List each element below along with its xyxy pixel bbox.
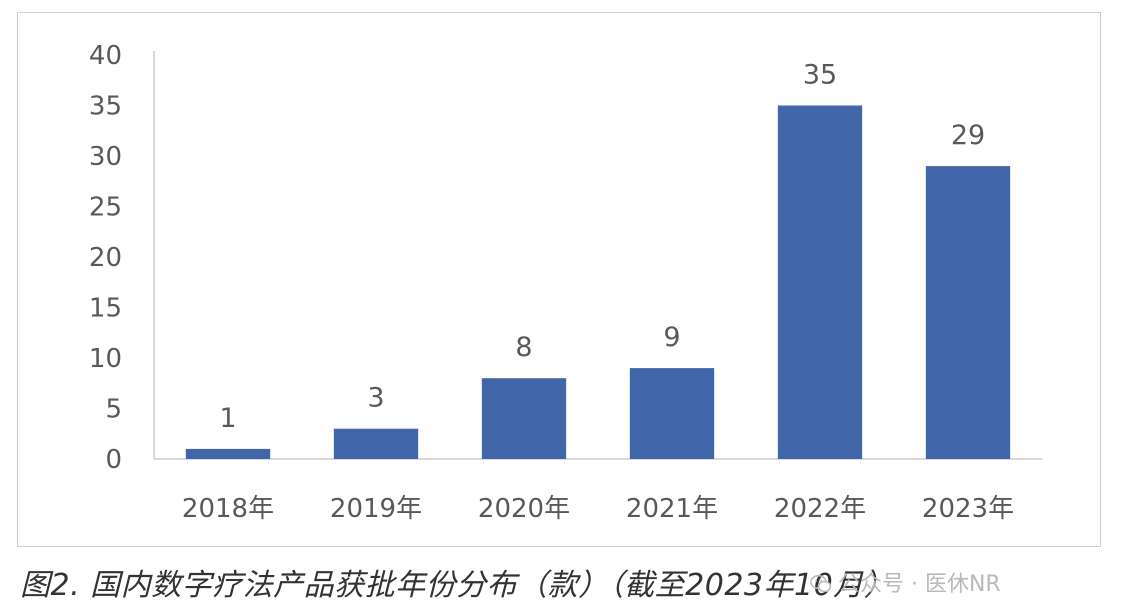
x-tick-label: 2022年 — [774, 494, 866, 524]
y-tick-label: 0 — [105, 445, 122, 475]
bar-chart: 0 5 10 15 20 25 30 35 40 1 2018年 3 2019年 8 2020年 9 2021年… — [89, 41, 1042, 524]
y-tick-label: 30 — [89, 142, 122, 172]
y-tick-label: 20 — [89, 243, 122, 273]
x-tick-label: 2019年 — [330, 494, 422, 524]
bar — [777, 105, 863, 459]
data-label: 8 — [515, 332, 532, 363]
y-tick-label: 25 — [89, 193, 122, 223]
y-tick-label: 15 — [89, 294, 122, 324]
x-tick-label: 2021年 — [626, 494, 718, 524]
bar — [629, 368, 715, 459]
watermark-text: 公众号 · 医休NR — [838, 572, 1001, 597]
bar — [481, 378, 567, 459]
wechat-icon — [810, 574, 832, 593]
data-label: 29 — [951, 120, 985, 151]
y-tick-label: 5 — [105, 395, 122, 425]
bar — [185, 448, 271, 459]
x-tick-label: 2020年 — [478, 494, 570, 524]
figure-caption: 图2. 国内数字疗法产品获批年份分布（款）（截至2023年10月） — [20, 568, 895, 603]
data-label: 3 — [367, 383, 384, 414]
y-tick-label: 40 — [89, 41, 122, 71]
chart-frame: 0 5 10 15 20 25 30 35 40 1 2018年 3 2019年 8 2020年 9 2021年… — [17, 12, 1101, 547]
y-tick-label: 35 — [89, 92, 122, 122]
data-label: 1 — [219, 403, 236, 434]
x-tick-label: 2023年 — [922, 494, 1014, 524]
bar — [925, 166, 1011, 459]
x-tick-label: 2018年 — [182, 494, 274, 524]
watermark: 公众号 · 医休NR — [810, 566, 1001, 598]
bar — [333, 428, 419, 459]
data-label: 9 — [663, 322, 680, 353]
y-tick-label: 10 — [89, 344, 122, 374]
data-label: 35 — [803, 60, 837, 91]
